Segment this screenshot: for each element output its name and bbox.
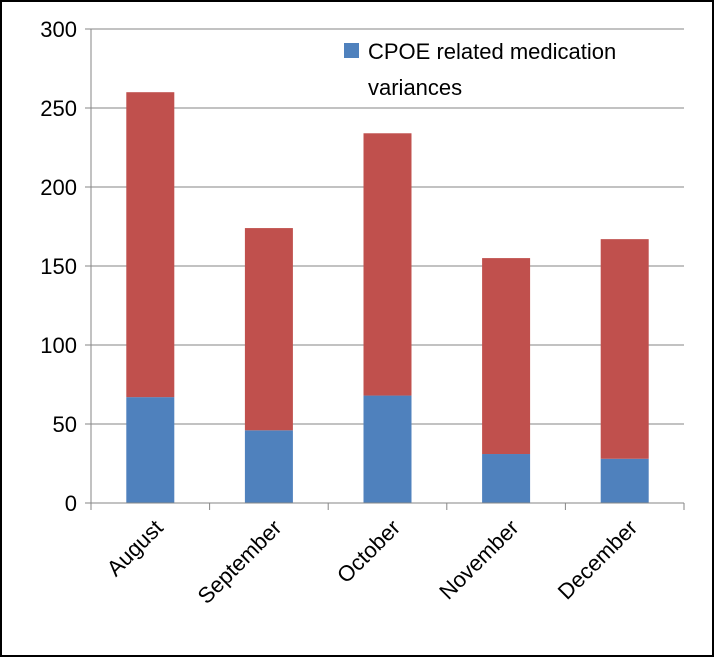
bar-december-series-1 — [600, 458, 649, 503]
y-tick-label-200: 200 — [40, 175, 77, 200]
legend-label-line-2: variances — [368, 75, 462, 100]
bar-november-series-2 — [482, 258, 531, 455]
x-axis-tick-labels: August September October November December — [102, 515, 643, 609]
x-tick-label-september: September — [193, 515, 287, 609]
y-tick-label-150: 150 — [40, 254, 77, 279]
y-tick-label-100: 100 — [40, 333, 77, 358]
y-tick-label-250: 250 — [40, 96, 77, 121]
bar-august-series-1 — [126, 397, 175, 503]
bar-september-series-1 — [244, 430, 293, 503]
x-tick-label-august: August — [102, 515, 168, 581]
bar-november-series-1 — [482, 454, 531, 503]
legend-swatch-cpoe — [344, 43, 359, 58]
x-tick-label-december: December — [553, 515, 642, 604]
y-tick-label-0: 0 — [65, 491, 77, 516]
y-tick-label-50: 50 — [53, 412, 77, 437]
axes — [85, 28, 685, 510]
legend: CPOE related medication variances — [344, 39, 616, 100]
bar-september-series-2 — [244, 228, 293, 431]
x-tick-label-november: November — [434, 515, 523, 604]
y-tick-label-300: 300 — [40, 17, 77, 42]
legend-label-line-1: CPOE related medication — [368, 39, 616, 64]
gridlines — [91, 28, 684, 425]
y-axis-tick-labels: 0 50 100 150 200 250 300 — [40, 17, 77, 516]
bars — [126, 92, 649, 503]
bar-october-series-2 — [363, 133, 412, 396]
bar-december-series-2 — [600, 239, 649, 459]
bar-august-series-2 — [126, 92, 175, 398]
bar-october-series-1 — [363, 395, 412, 503]
x-tick-label-october: October — [332, 515, 405, 588]
